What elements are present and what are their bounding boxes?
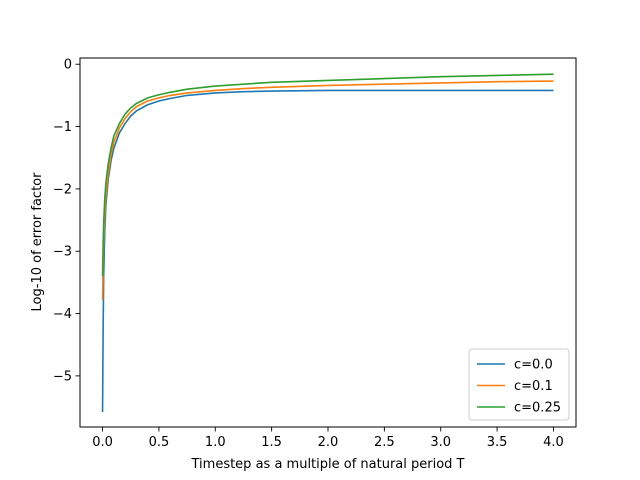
legend-label-1: c=0.1 — [514, 379, 553, 394]
series-layer — [101, 73, 554, 413]
legend: c=0.0 c=0.1 c=0.25 — [468, 348, 570, 421]
x-tick-label: 2.5 — [374, 435, 395, 450]
legend-label-2: c=0.25 — [514, 401, 561, 416]
x-tick-label: 3.0 — [430, 435, 451, 450]
legend-label-0: c=0.0 — [514, 358, 553, 373]
y-axis-ticks: 0 −1 −2 −3 −4 −5 — [53, 58, 80, 384]
x-tick-label: 3.5 — [487, 435, 508, 450]
x-tick-label: 4.0 — [543, 435, 564, 450]
y-tick-label: 0 — [64, 58, 72, 73]
x-axis-label: Timestep as a multiple of natural period… — [191, 457, 465, 472]
x-tick-label: 0.5 — [149, 435, 170, 450]
x-tick-label: 1.0 — [205, 435, 226, 450]
y-tick-label: −5 — [53, 369, 72, 384]
legend-box — [468, 348, 570, 421]
x-tick-label: 2.0 — [318, 435, 339, 450]
x-tick-label: 1.5 — [261, 435, 282, 450]
y-tick-label: −3 — [53, 245, 72, 260]
y-axis-label: Log-10 of error factor — [30, 172, 45, 312]
series-line-2 — [101, 73, 554, 277]
x-axis-ticks: 0.0 0.5 1.0 1.5 2.0 2.5 3.0 3.5 4.0 — [92, 427, 564, 450]
y-tick-label: −2 — [53, 182, 72, 197]
y-tick-label: −4 — [53, 307, 72, 322]
y-tick-label: −1 — [53, 120, 72, 135]
series-line-1 — [101, 80, 554, 300]
x-tick-label: 0.0 — [92, 435, 113, 450]
